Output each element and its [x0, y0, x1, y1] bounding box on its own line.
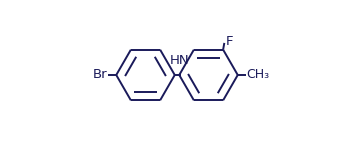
Text: CH₃: CH₃ [246, 69, 270, 81]
Text: HN: HN [170, 54, 190, 68]
Text: Br: Br [93, 69, 107, 81]
Text: F: F [226, 35, 233, 48]
